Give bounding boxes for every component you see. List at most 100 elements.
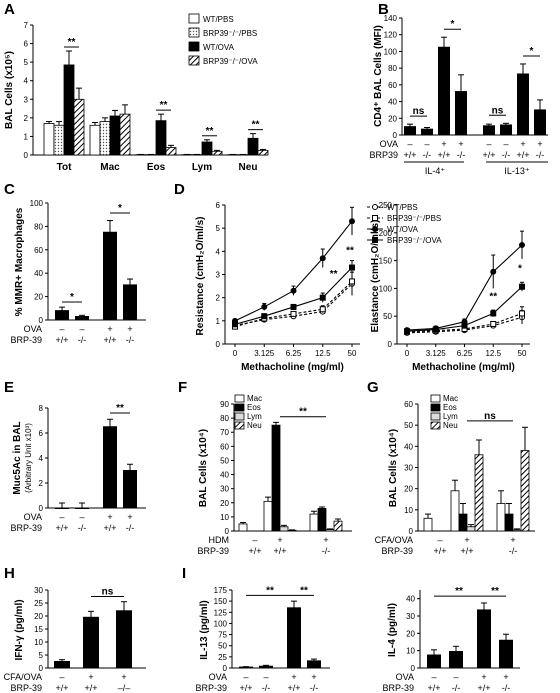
bar-I2-1 xyxy=(449,651,463,669)
y-tick-label-I2: 20 xyxy=(406,629,415,638)
x-tick-label-D2: 6.25 xyxy=(457,349,473,358)
y-axis-label-D1: Resistance (cmH₂O/ml/s) xyxy=(195,217,206,336)
row1-label-E: OVA xyxy=(24,512,42,522)
x-axis-label-D1: Methacholine (mg/ml) xyxy=(241,362,344,373)
row1-value-B: – xyxy=(486,139,491,149)
row2-value-C: -/- xyxy=(126,335,135,345)
legend-label-G: Eos xyxy=(443,403,457,412)
y-tick-label-B: 0 xyxy=(393,131,398,140)
legend-marker-D2 xyxy=(372,215,378,221)
legend-swatch-G xyxy=(430,403,441,412)
bar-C-0 xyxy=(55,310,69,321)
y-tick-label-H: 20 xyxy=(34,612,43,621)
y-tick-label-A: 4 xyxy=(24,77,29,86)
bar-B-0 xyxy=(404,126,416,136)
sig-A-1-label: ** xyxy=(160,100,168,111)
legend-label-A: WT/OVA xyxy=(203,43,235,52)
y-tick-label-B: 140 xyxy=(384,14,398,23)
y-tick-label-C: 60 xyxy=(34,246,43,255)
y-tick-label-H: 30 xyxy=(34,586,43,595)
y-tick-label-G: 10 xyxy=(404,506,413,515)
y-tick-label-C: 40 xyxy=(34,269,43,278)
sig-I2-1-label: ** xyxy=(491,586,499,597)
y-tick-label-B: 40 xyxy=(388,98,397,107)
row2-value-C: +/+ xyxy=(103,335,116,345)
y-tick-label-E: 4 xyxy=(39,454,44,463)
legend-swatch-A xyxy=(188,27,200,38)
row1-value-I2: + xyxy=(503,672,508,682)
bar-F-2-0 xyxy=(309,513,319,532)
bar-A-Neu-3 xyxy=(257,149,269,156)
x-tick-label-D2: 0 xyxy=(405,349,410,358)
row2-value-F: -/- xyxy=(322,546,331,556)
legend-swatch-A xyxy=(188,41,200,52)
row2-value-B: -/- xyxy=(536,150,545,160)
legend-label-D2: WT/OVA xyxy=(387,225,419,234)
row2-value-E: -/- xyxy=(126,523,135,533)
y-tick-label-D1: 1 xyxy=(216,317,221,326)
row1-value-E: + xyxy=(107,512,112,522)
y-tick-label-I2: 30 xyxy=(406,612,415,621)
y-tick-label-D2: 100 xyxy=(379,284,393,293)
row1-value-F: + xyxy=(277,535,282,545)
sig-H-0-label: ns xyxy=(102,587,114,598)
y-tick-label-A: 1 xyxy=(24,132,29,141)
bar-E-1 xyxy=(75,507,89,509)
sig-C-0-label: * xyxy=(70,292,74,303)
y-tick-label-D1: 0 xyxy=(216,340,221,349)
row2-value-I1: +/+ xyxy=(239,683,252,693)
bar-F-1-2 xyxy=(279,526,289,532)
point-D1-2-2 xyxy=(290,287,297,294)
y-tick-label-D1: 4 xyxy=(216,247,221,256)
y-tick-label-B: 80 xyxy=(388,64,397,73)
row2-value-B: -/- xyxy=(502,150,511,160)
series-line-D1-1 xyxy=(234,281,353,328)
row1-value-F: + xyxy=(323,535,328,545)
point-D1-2-3 xyxy=(319,255,326,262)
row2-label-B: BRP39 xyxy=(369,150,398,160)
y-tick-label-D1: 6 xyxy=(216,201,221,210)
bar-H-0 xyxy=(54,661,70,669)
sig-D2-0: ** xyxy=(489,292,497,303)
y-tick-label-B: 120 xyxy=(384,31,398,40)
row1-value-H: + xyxy=(88,672,93,682)
row1-value-B: + xyxy=(458,139,463,149)
bar-G-1-0 xyxy=(450,490,460,532)
row2-value-I2: +/+ xyxy=(427,683,440,693)
x-tick-label-D1: 0 xyxy=(233,349,238,358)
panel-letter-C: C xyxy=(4,181,15,198)
y-tick-label-I2: 10 xyxy=(406,647,415,656)
x-tick-label-A: Eos xyxy=(147,162,166,173)
row1-value-I1: – xyxy=(263,672,268,682)
legend-label-G: Lym xyxy=(443,412,458,421)
y-tick-label-C: 20 xyxy=(34,293,43,302)
sig-B-0-label: ns xyxy=(413,106,425,117)
bar-A-Mac-3 xyxy=(119,113,131,156)
point-D2-3-2 xyxy=(461,322,468,329)
y-tick-label-D2: 250 xyxy=(379,201,393,210)
y-tick-label-D2: 50 xyxy=(383,312,392,321)
point-D1-1-4 xyxy=(349,278,355,285)
row2-value-B: +/+ xyxy=(482,150,495,160)
row1-label-G: CFA/OVA xyxy=(375,535,413,545)
legend-marker-D2 xyxy=(372,204,378,210)
row2-value-H: +/+ xyxy=(55,683,68,693)
row1-value-I2: + xyxy=(481,672,486,682)
y-axis-label-E: Muc5Ac in BAL xyxy=(12,421,23,494)
row2-value-I2: -/- xyxy=(502,683,511,693)
row2-label-C: BRP-39 xyxy=(10,335,42,345)
y-axis-label-I1: IL-13 (pg/ml) xyxy=(199,600,210,659)
y-axis-label-A: BAL Cells (x10⁵) xyxy=(4,51,15,129)
x-tick-label-D1: 50 xyxy=(348,349,357,358)
bar-E-2 xyxy=(103,426,117,509)
x-tick-label-D2: 12.5 xyxy=(485,349,501,358)
bar-A-Eos-3 xyxy=(165,147,177,156)
legend-label-A: BRP39⁻/⁻/OVA xyxy=(203,57,258,66)
y-axis-label-D2: Elastance (cmH₂O/ml/s) xyxy=(370,220,381,333)
y-tick-label-F: 60 xyxy=(220,442,229,451)
row2-value-B: -/- xyxy=(457,150,466,160)
row1-value-B: + xyxy=(520,139,525,149)
row2-value-I1: +/+ xyxy=(287,683,300,693)
y-tick-label-G: 0 xyxy=(409,527,414,536)
